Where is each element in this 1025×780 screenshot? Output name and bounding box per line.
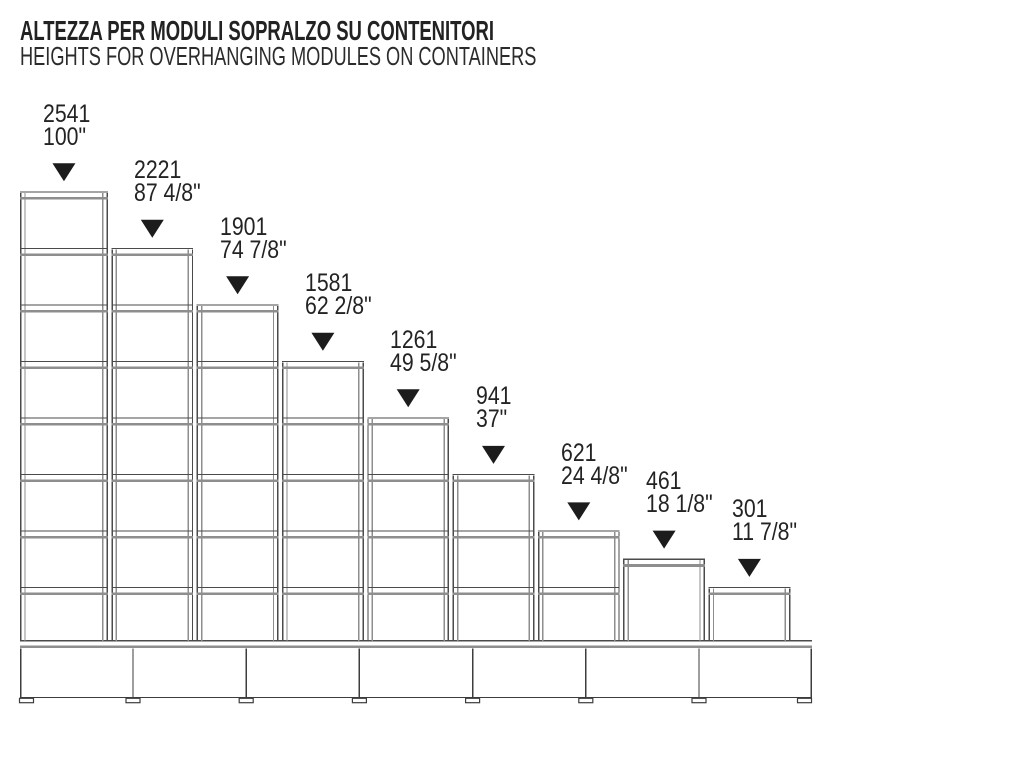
height-mm: 2541: [43, 99, 91, 128]
base-foot: [691, 697, 707, 704]
down-arrow-icon: [226, 276, 250, 295]
height-mm: 941: [475, 382, 512, 411]
height-inches: 87 4/8": [134, 179, 202, 208]
height-inches: 49 5/8": [390, 348, 457, 377]
height-label: 461 18 1/8": [646, 467, 724, 519]
height-label: 1261 49 5/8": [390, 325, 468, 377]
height-label: 2541 100": [43, 99, 99, 151]
down-arrow-icon: [396, 389, 420, 408]
height-mm: 1261: [390, 325, 438, 354]
base-foot: [125, 697, 141, 704]
shelf-unit-1581: [282, 332, 364, 641]
base-foot: [351, 697, 367, 704]
shelf-unit-621: [537, 502, 620, 641]
height-label: 1581 62 2/8": [305, 269, 383, 321]
height-mm: 1901: [219, 212, 267, 241]
shelf-unit-1901: [196, 276, 279, 641]
shelf-unit-2541: [20, 163, 108, 641]
height-inches: 24 4/8": [560, 461, 628, 490]
height-inches: 62 2/8": [305, 292, 372, 321]
shelf-unit-1261: [367, 389, 450, 641]
height-label: 621 24 4/8": [560, 438, 639, 490]
page-title: ALTEZZA PER MODULI SOPRALZO SU CONTENITO…: [20, 17, 738, 45]
base-feet: [18, 697, 813, 704]
down-arrow-icon: [140, 219, 164, 238]
page-subtitle: HEIGHTS FOR OVERHANGING MODULES ON CONTA…: [20, 43, 758, 69]
down-arrow-icon: [567, 502, 591, 521]
down-arrow-icon: [52, 163, 76, 182]
page-subtitle-text: HEIGHTS FOR OVERHANGING MODULES ON CONTA…: [20, 41, 537, 71]
height-mm: 461: [646, 467, 682, 496]
height-label: 2221 87 4/8": [134, 156, 212, 208]
height-inches: 11 7/8": [731, 518, 797, 547]
height-mm: 301: [731, 495, 767, 524]
base-foot: [18, 697, 35, 704]
height-label: 941 37": [475, 382, 518, 434]
height-label: 301 11 7/8": [731, 495, 809, 547]
down-arrow-icon: [737, 558, 761, 577]
height-inches: 37": [475, 405, 507, 434]
height-inches: 74 7/8": [219, 235, 287, 264]
base-foot: [465, 697, 481, 704]
height-label: 1901 74 7/8": [219, 212, 298, 264]
height-inches: 18 1/8": [646, 490, 713, 519]
height-mm: 2221: [134, 156, 182, 185]
height-inches: 100": [43, 122, 87, 151]
base-foot: [238, 697, 254, 704]
down-arrow-icon: [652, 530, 676, 549]
height-mm: 621: [560, 438, 597, 467]
shelf-unit-2221: [111, 219, 194, 641]
down-arrow-icon: [482, 445, 505, 464]
down-arrow-icon: [311, 332, 335, 351]
base-foot: [578, 697, 594, 704]
shelf-unit-301: [708, 558, 791, 641]
base-foot: [796, 697, 813, 704]
height-mm: 1581: [305, 269, 353, 298]
base-containers: [20, 640, 812, 699]
shelf-unit-941: [452, 445, 535, 641]
page-title-text: ALTEZZA PER MODULI SOPRALZO SU CONTENITO…: [20, 15, 494, 46]
shelf-unit-461: [623, 530, 705, 641]
